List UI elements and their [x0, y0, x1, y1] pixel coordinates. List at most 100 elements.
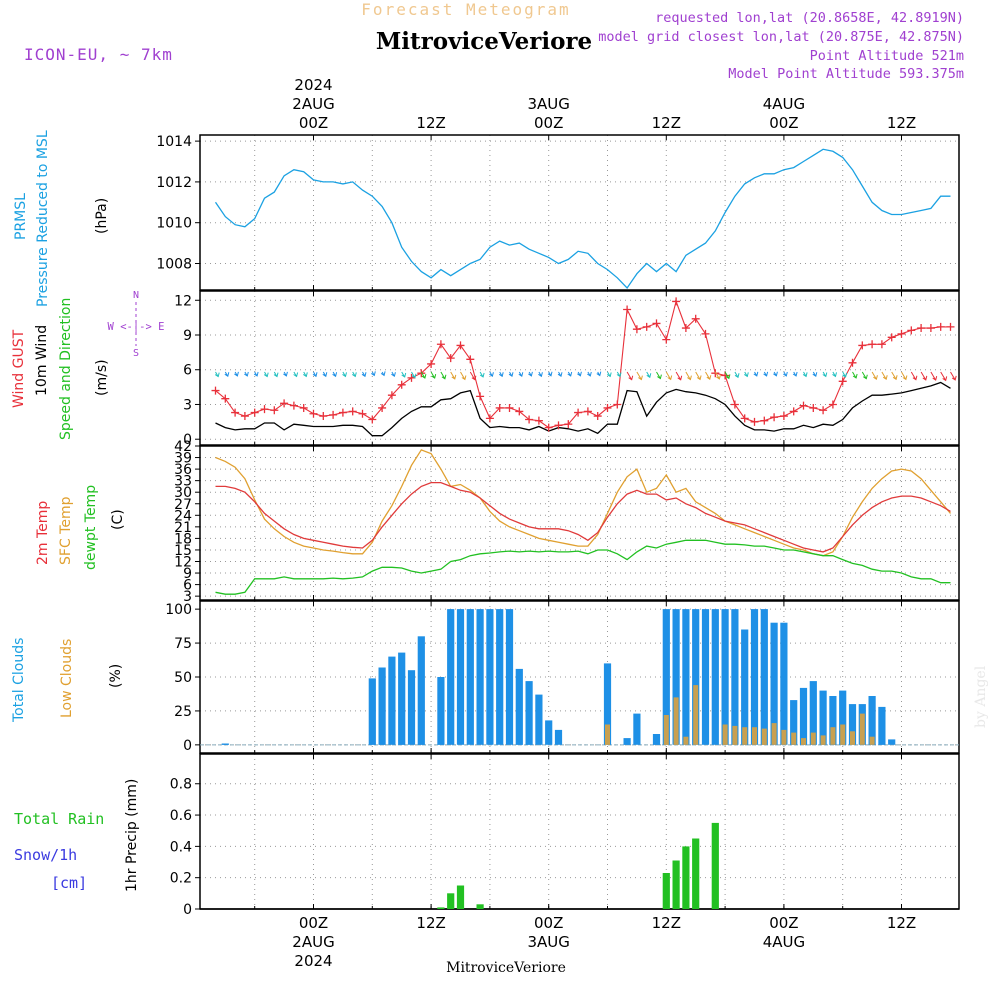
- gust-marker: [691, 314, 700, 323]
- wind-direction-arrow: [832, 371, 837, 378]
- snow-cm-label: [cm]: [51, 874, 87, 892]
- gust-marker: [544, 423, 553, 432]
- time-tick-label: 4AUG: [763, 933, 805, 951]
- wind-direction-arrow: [596, 371, 602, 377]
- gust-marker: [466, 355, 475, 364]
- gust-marker: [456, 341, 465, 350]
- temp-labels: 2m Temp SFC Temp dewpt Temp (C): [35, 485, 126, 570]
- total-cloud-bar: [437, 677, 445, 745]
- model-label: ICON-EU, ~ 7km: [24, 45, 173, 64]
- wind-direction-arrow: [411, 371, 417, 379]
- total-cloud-bar: [378, 667, 386, 745]
- time-tick-label: 12Z: [887, 114, 916, 132]
- wind-direction-arrow: [528, 371, 533, 377]
- pressure-panel: 1008 1010 1012 1014: [156, 134, 960, 291]
- total-cloud-bar: [505, 609, 514, 745]
- low-cloud-bar: [605, 724, 610, 745]
- y-tick-label: 36: [174, 462, 192, 478]
- gust-marker: [289, 401, 298, 410]
- y-tick-label: 25: [174, 704, 192, 720]
- gust-marker: [613, 400, 622, 409]
- wind-direction-arrow: [380, 371, 386, 377]
- gust-marker: [740, 414, 749, 423]
- gust-marker: [515, 407, 524, 416]
- wind-direction-arrow: [253, 371, 259, 377]
- y-tick-label: 30: [174, 485, 192, 501]
- wind-direction-arrow: [665, 371, 673, 381]
- wind-direction-arrow: [283, 371, 288, 377]
- temp-unit: (C): [110, 509, 126, 530]
- total-cloud-bar: [447, 609, 455, 745]
- wind-direction-arrow: [763, 371, 769, 377]
- time-tick-label: 12Z: [416, 114, 445, 132]
- gust-marker: [838, 377, 847, 386]
- wind-direction-arrow: [950, 371, 957, 381]
- gust-marker: [770, 413, 779, 422]
- wind-direction-arrow: [891, 371, 898, 381]
- low-cloud-bar: [663, 715, 669, 745]
- gust-marker: [672, 297, 681, 306]
- t2m-line: [215, 481, 951, 553]
- precip-unit: 1hr Precip (mm): [124, 779, 140, 892]
- total-cloud-bar: [701, 609, 710, 745]
- wind-direction-arrow: [322, 371, 328, 378]
- total-cloud-bar: [770, 622, 778, 745]
- gust-marker: [858, 341, 867, 350]
- requested-coords: requested lon,lat (20.8658E, 42.8919N): [655, 10, 964, 26]
- compass-north: N: [133, 290, 139, 301]
- y-tick-label: 42: [174, 439, 192, 455]
- wind-direction-arrow: [822, 371, 828, 378]
- wind-direction-arrow: [273, 371, 279, 378]
- total-cloud-bar: [221, 743, 229, 745]
- y-tick-label: 0: [183, 738, 192, 754]
- total-cloud-bar: [790, 700, 798, 745]
- wind-direction-arrow: [626, 371, 634, 381]
- total-cloud-bar: [466, 609, 474, 745]
- gust-marker: [603, 403, 612, 412]
- y-tick-label: 18: [174, 531, 192, 547]
- wind-direction-arrow: [930, 371, 938, 381]
- gust-marker: [260, 405, 269, 414]
- y-tick-label: 3: [183, 397, 192, 413]
- wind-labels: Wind GUST 10m Wind Speed and Direction (…: [11, 290, 164, 440]
- y-tick-label: 9: [183, 566, 192, 582]
- y-tick-label: 75: [174, 636, 192, 652]
- gust-marker: [623, 305, 632, 314]
- gust-marker: [779, 412, 788, 421]
- gust-marker: [681, 324, 690, 333]
- wind-direction-arrow: [498, 371, 504, 378]
- gust-marker: [887, 333, 896, 342]
- total-cloud-bar: [888, 739, 896, 745]
- time-tick-label: 00Z: [534, 114, 563, 132]
- wind-direction-arrow: [792, 371, 798, 377]
- gust-marker: [917, 324, 926, 333]
- wind-direction-arrow: [861, 371, 868, 380]
- gust-marker: [250, 408, 259, 417]
- gust-line: [215, 299, 951, 429]
- y-tick-label: 50: [174, 670, 192, 686]
- cloud-labels: Total Clouds Low Clouds (%): [11, 638, 124, 723]
- panel-frame: [199, 134, 960, 291]
- low-cloud-bar: [761, 728, 767, 745]
- gust-marker: [446, 354, 455, 363]
- total-cloud-bar: [623, 738, 631, 745]
- wind-direction-arrow: [636, 371, 643, 381]
- snow-label: Snow/1h: [14, 846, 77, 864]
- time-tick-label: 12Z: [416, 914, 445, 932]
- low-cloud-bar: [830, 727, 836, 745]
- clouds-unit: (%): [108, 664, 124, 688]
- y-tick-label: 0: [183, 902, 192, 918]
- gust-marker: [632, 325, 641, 334]
- wind-direction-arrow: [293, 371, 299, 378]
- time-tick-label: 00Z: [769, 114, 798, 132]
- total-cloud-bar: [760, 609, 768, 745]
- wind-direction-arrow: [557, 371, 563, 378]
- y-tick-label: 1008: [156, 256, 192, 272]
- low-cloud-bar: [742, 727, 748, 745]
- wind-direction-arrow: [547, 371, 553, 377]
- wind-direction-arrow: [489, 371, 494, 378]
- wind-direction-arrow: [450, 371, 457, 380]
- gust-marker: [809, 403, 818, 412]
- gust-marker: [299, 403, 308, 412]
